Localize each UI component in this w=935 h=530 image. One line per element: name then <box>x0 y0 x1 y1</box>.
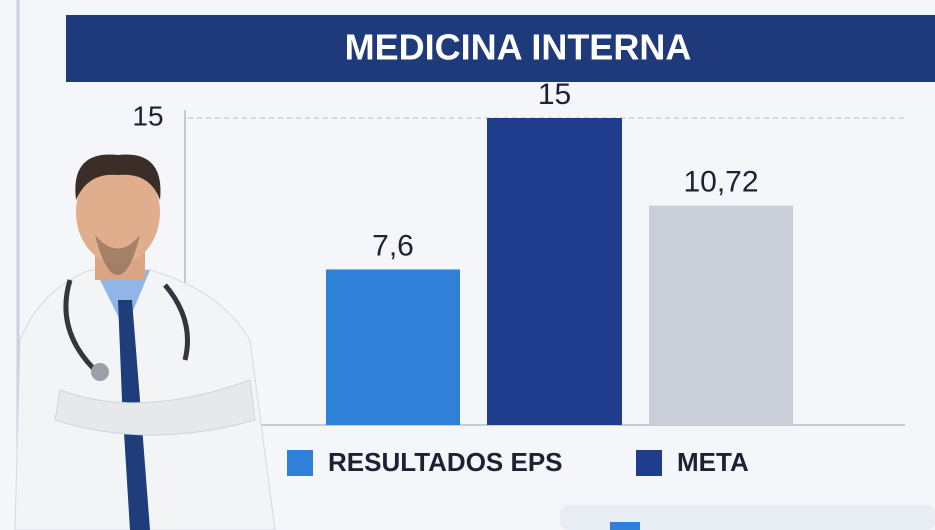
legend-label: META <box>677 447 749 477</box>
coat <box>14 269 276 530</box>
chart-title: MEDICINA INTERNA <box>345 27 692 68</box>
value-label: 7,6 <box>372 229 414 262</box>
legend-swatch <box>636 450 662 476</box>
arms <box>54 379 256 436</box>
bar <box>326 269 460 425</box>
bar <box>649 205 793 425</box>
doctor <box>14 154 276 530</box>
footer-icon <box>610 522 640 530</box>
stethoscope <box>63 279 190 372</box>
value-label: 10,72 <box>683 166 758 199</box>
stethoscope-head <box>91 363 109 381</box>
hair <box>75 154 161 200</box>
value-label: 15 <box>538 78 571 111</box>
title-bar <box>66 15 935 82</box>
legend-swatch <box>287 450 313 476</box>
bar <box>487 118 622 425</box>
y-tick-label: 15 <box>132 100 163 131</box>
footer-box <box>560 505 935 530</box>
legend-label: RESULTADOS EPS <box>328 447 563 477</box>
beard <box>95 235 140 275</box>
